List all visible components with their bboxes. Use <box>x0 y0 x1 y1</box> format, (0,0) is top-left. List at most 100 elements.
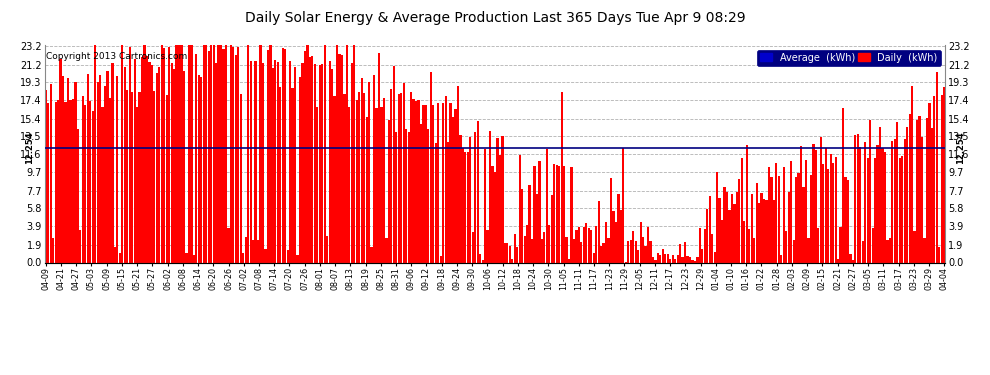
Bar <box>289 62 291 262</box>
Bar <box>48 103 50 262</box>
Bar <box>896 122 899 262</box>
Bar <box>109 98 111 262</box>
Bar <box>706 210 709 262</box>
Bar <box>558 166 560 262</box>
Bar <box>163 48 165 262</box>
Bar <box>146 56 148 262</box>
Bar <box>249 62 251 262</box>
Bar <box>479 254 481 262</box>
Text: Copyright 2013 Cartronics.com: Copyright 2013 Cartronics.com <box>47 51 187 60</box>
Bar <box>205 43 207 262</box>
Bar <box>628 240 630 262</box>
Bar <box>748 229 750 262</box>
Bar <box>666 254 669 262</box>
Bar <box>884 152 886 262</box>
Bar <box>489 131 491 262</box>
Bar <box>914 231 916 262</box>
Bar <box>165 94 168 262</box>
Bar <box>233 47 235 262</box>
Bar <box>410 92 412 262</box>
Bar <box>595 226 597 262</box>
Bar <box>721 219 723 262</box>
Bar <box>934 96 936 262</box>
Bar <box>729 210 731 262</box>
Bar <box>474 132 476 262</box>
Bar <box>524 236 526 262</box>
Bar <box>380 107 382 262</box>
Bar <box>484 149 486 262</box>
Bar <box>541 239 543 262</box>
Bar <box>494 172 496 262</box>
Bar <box>775 164 777 262</box>
Bar <box>368 82 370 262</box>
Bar <box>67 78 69 262</box>
Bar <box>274 60 276 262</box>
Bar <box>438 104 440 262</box>
Bar <box>696 256 699 262</box>
Bar <box>496 138 499 262</box>
Bar <box>699 228 701 262</box>
Bar <box>418 100 420 262</box>
Bar <box>99 75 101 262</box>
Bar <box>504 243 506 262</box>
Bar <box>630 240 632 262</box>
Bar <box>750 195 752 262</box>
Bar <box>846 180 849 262</box>
Bar <box>506 243 509 262</box>
Bar <box>106 71 109 262</box>
Bar <box>669 259 671 262</box>
Bar <box>395 132 397 262</box>
Bar <box>235 56 237 262</box>
Bar <box>279 87 281 262</box>
Bar <box>193 255 195 262</box>
Bar <box>129 47 131 262</box>
Bar <box>267 50 269 262</box>
Bar <box>346 43 348 262</box>
Bar <box>714 252 716 262</box>
Bar <box>141 57 144 262</box>
Bar <box>768 167 770 262</box>
Bar <box>454 109 456 262</box>
Bar <box>753 238 755 262</box>
Bar <box>694 261 696 262</box>
Bar <box>344 94 346 262</box>
Bar <box>276 62 279 262</box>
Bar <box>534 166 536 262</box>
Bar <box>195 54 197 262</box>
Bar <box>656 253 659 262</box>
Bar <box>866 158 869 262</box>
Bar <box>519 155 521 262</box>
Legend: Average  (kWh), Daily  (kWh): Average (kWh), Daily (kWh) <box>757 50 940 66</box>
Bar <box>155 74 158 262</box>
Bar <box>301 63 304 262</box>
Bar <box>89 101 91 262</box>
Bar <box>94 45 96 262</box>
Bar <box>435 144 437 262</box>
Bar <box>225 43 227 262</box>
Bar <box>854 135 856 262</box>
Bar <box>644 246 646 262</box>
Bar <box>358 92 360 262</box>
Bar <box>553 164 555 262</box>
Bar <box>284 49 286 262</box>
Bar <box>220 43 222 262</box>
Bar <box>355 100 358 262</box>
Bar <box>573 239 575 262</box>
Bar <box>79 230 81 262</box>
Bar <box>121 43 124 262</box>
Bar <box>681 257 684 262</box>
Bar <box>223 50 225 262</box>
Bar <box>773 200 775 262</box>
Bar <box>378 53 380 262</box>
Bar <box>763 199 765 262</box>
Bar <box>400 93 402 262</box>
Bar <box>350 63 353 262</box>
Bar <box>248 43 249 262</box>
Bar <box>252 240 254 262</box>
Bar <box>686 256 689 262</box>
Bar <box>433 105 435 262</box>
Bar <box>808 238 810 262</box>
Bar <box>881 148 884 262</box>
Bar <box>711 234 714 262</box>
Bar <box>413 99 415 262</box>
